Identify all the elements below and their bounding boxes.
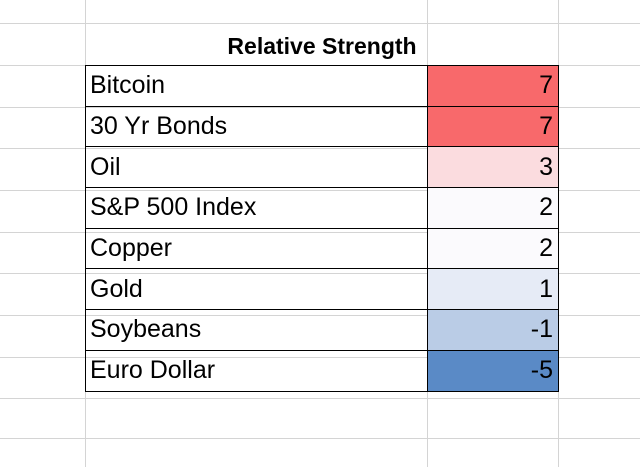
asset-name-cell[interactable]: Euro Dollar [85,349,428,392]
table-row: Bitcoin 7 [85,65,559,107]
table-row: 30 Yr Bonds 7 [85,105,559,148]
strength-value-cell[interactable]: 7 [427,105,559,148]
relative-strength-table: Bitcoin 7 30 Yr Bonds 7 Oil 3 S&P 500 In… [85,65,559,392]
table-title[interactable]: Relative Strength [227,33,417,59]
asset-name-cell[interactable]: Copper [85,227,428,270]
strength-value-cell[interactable]: -5 [427,349,559,392]
table-row: Copper 2 [85,227,559,270]
strength-value-cell[interactable]: 7 [427,65,559,107]
asset-name-cell[interactable]: Bitcoin [85,65,428,107]
strength-value-cell[interactable]: 2 [427,187,559,229]
table-row: Soybeans -1 [85,309,559,351]
strength-value-cell[interactable]: 3 [427,146,559,189]
strength-value-cell[interactable]: -1 [427,309,559,351]
table-row: Gold 1 [85,268,559,311]
strength-value-cell[interactable]: 2 [427,227,559,270]
asset-name-cell[interactable]: 30 Yr Bonds [85,105,428,148]
table-row: S&P 500 Index 2 [85,187,559,229]
table-row: Oil 3 [85,146,559,189]
asset-name-cell[interactable]: Soybeans [85,309,428,351]
asset-name-cell[interactable]: Oil [85,146,428,189]
asset-name-cell[interactable]: Gold [85,268,428,311]
strength-value-cell[interactable]: 1 [427,268,559,311]
asset-name-cell[interactable]: S&P 500 Index [85,187,428,229]
table-row: Euro Dollar -5 [85,349,559,392]
